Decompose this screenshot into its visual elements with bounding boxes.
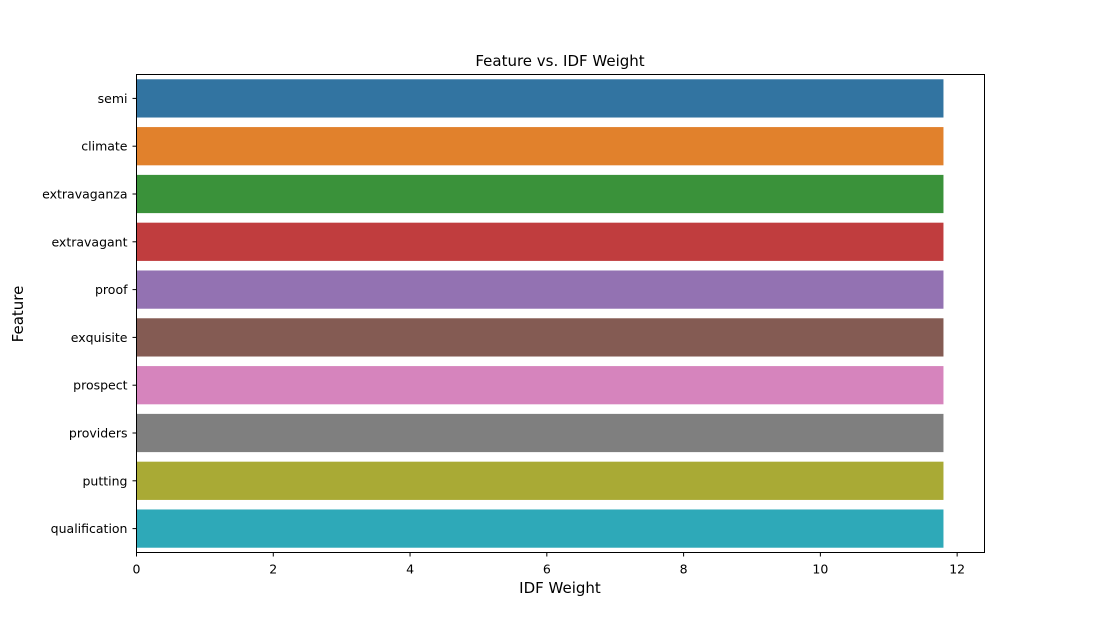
bar-putting: [136, 461, 944, 500]
x-tick-label: 10: [812, 562, 828, 577]
chart-title: Feature vs. IDF Weight: [475, 52, 644, 70]
bar-providers: [136, 413, 944, 453]
x-axis-label: IDF Weight: [519, 579, 601, 597]
y-tick-label: proof: [95, 282, 128, 297]
y-axis-label: Feature: [9, 286, 27, 343]
y-tick-label: semi: [98, 91, 128, 106]
plot-frame: [136, 74, 985, 553]
x-axis-ticks: 0 2 4 6 8 10 12: [133, 552, 965, 577]
y-tick-label: extravaganza: [42, 187, 127, 202]
y-tick-label: extravagant: [51, 234, 127, 249]
x-tick-label: 12: [949, 562, 965, 577]
y-tick-label: prospect: [73, 378, 127, 393]
bar-exquisite: [136, 318, 944, 357]
y-tick-label: exquisite: [71, 330, 128, 345]
bar-qualification: [136, 509, 944, 548]
x-tick-label: 2: [269, 562, 277, 577]
bar-extravaganza: [136, 174, 944, 214]
bar-extravagant: [136, 222, 944, 261]
x-tick-label: 4: [406, 562, 414, 577]
y-tick-label: qualification: [51, 521, 128, 536]
x-tick-label: 6: [543, 562, 551, 577]
x-tick-label: 8: [680, 562, 688, 577]
bar-climate: [136, 127, 944, 166]
bar-proof: [136, 270, 944, 309]
y-tick-label: putting: [83, 473, 128, 488]
bar-prospect: [136, 366, 944, 405]
y-axis-ticks: semi climate extravaganza extravagant proof e…: [42, 91, 137, 536]
y-tick-label: climate: [81, 139, 128, 154]
bar-semi: [136, 79, 944, 118]
y-tick-label: providers: [69, 426, 128, 441]
x-tick-label: 0: [133, 562, 141, 577]
bars-group: [136, 79, 944, 548]
